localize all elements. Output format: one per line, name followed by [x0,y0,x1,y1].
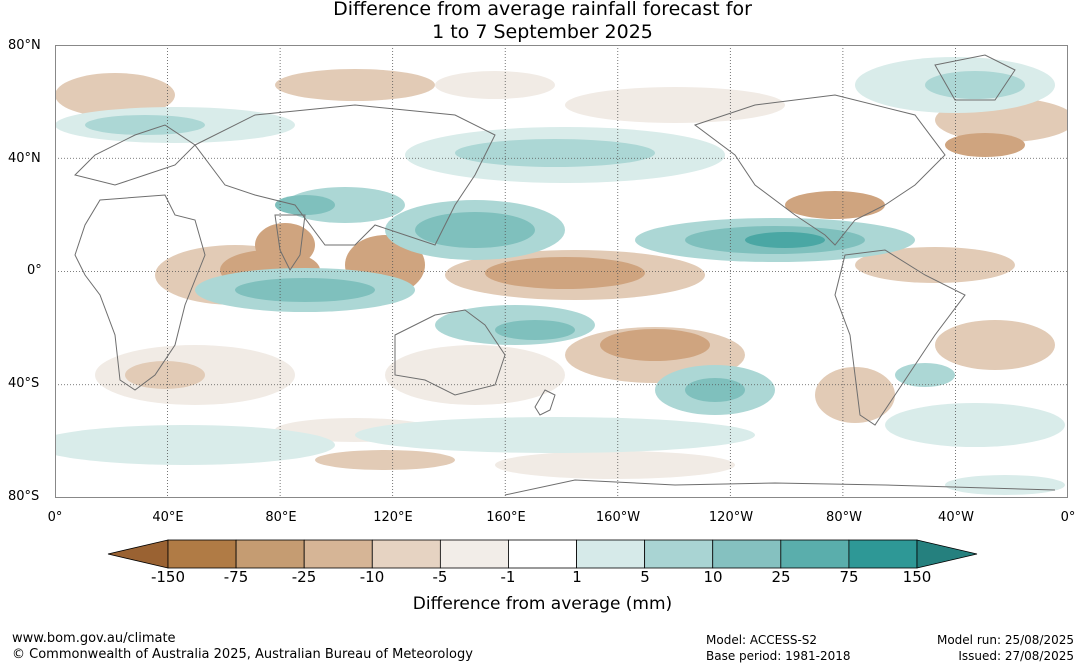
north-america-coast [693,94,946,246]
india-coast [274,214,306,271]
map-canvas [55,45,1068,498]
footer-model-run: Model run: 25/08/2025 [936,633,1074,647]
footer-copyright: © Commonwealth of Australia 2025, Austra… [12,647,473,662]
lon-label-80e: 80°E [265,510,297,525]
graticule [55,45,1068,498]
anomaly-contours [55,57,1068,495]
coastlines [74,54,1056,496]
greenland-coast [934,54,1016,101]
asia-coast [194,104,496,246]
lat-label-80n: 80°N [8,38,41,53]
colorbar-cells [107,539,978,569]
antarctica-coast [504,479,1056,496]
cb-tick-label: -150 [150,568,186,586]
title-line-2: 1 to 7 September 2025 [432,21,653,43]
lon-label-40e: 40°E [152,510,184,525]
lon-label-160e: 160°E [486,510,526,525]
lon-label-0-west: 0° [47,510,63,525]
colorbar-cell [576,539,646,569]
lon-label-0-east: 0° [1060,510,1076,525]
colorbar-extend-high [916,539,978,569]
colorbar-extend-low [107,539,169,569]
lon-label-160w: 160°W [595,510,641,525]
colorbar-cell [167,539,237,569]
cb-tick-label: -75 [223,568,249,586]
colorbar-cell [303,539,373,569]
map-title: Difference from average rainfall forecas… [0,0,1085,44]
colorbar-cell [780,539,850,569]
australia-coast [394,309,506,396]
cb-tick-label: 25 [771,568,791,586]
footer-url[interactable]: www.bom.gov.au/climate [12,631,176,646]
colorbar-cell [848,539,918,569]
lon-label-120w: 120°W [708,510,754,525]
cb-tick-label: 150 [902,568,932,586]
footer-base-period: Base period: 1981-2018 [706,649,851,663]
lat-label-40n: 40°N [8,151,41,166]
lon-label-80w: 80°W [826,510,862,525]
footer-model: Model: ACCESS-S2 [706,633,818,647]
colorbar-cell [371,539,441,569]
colorbar-cell [439,539,509,569]
cb-tick-label: 1 [572,568,582,586]
rainfall-anomaly-map[interactable] [55,45,1068,498]
lon-label-40w: 40°W [938,510,974,525]
colorbar [107,539,978,569]
title-line-1: Difference from average rainfall forecas… [333,0,752,20]
map-border [55,45,1068,498]
colorbar-cell [712,539,782,569]
colorbar-cell [644,539,714,569]
cb-tick-label: -25 [291,568,317,586]
africa-coast [74,194,206,391]
lat-label-80s: 80°S [8,489,40,504]
colorbar-title: Difference from average (mm) [412,594,673,614]
cb-tick-label: 10 [703,568,723,586]
lon-label-120e: 120°E [373,510,413,525]
colorbar-cell [508,539,577,569]
lat-label-0: 0° [27,263,42,278]
colorbar-cell [235,539,305,569]
cb-tick-label: -10 [359,568,385,586]
cb-tick-label: -1 [500,568,516,586]
cb-tick-label: -5 [432,568,448,586]
lat-label-40s: 40°S [8,376,40,391]
footer-issued: Issued: 27/08/2025 [958,649,1074,663]
cb-tick-label: 75 [839,568,859,586]
south-america-coast [834,249,966,426]
cb-tick-label: 5 [640,568,650,586]
new-zealand-coast [534,389,556,416]
